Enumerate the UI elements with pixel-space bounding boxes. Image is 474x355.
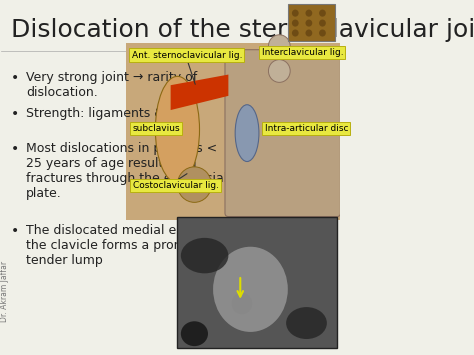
Text: •: •	[11, 224, 19, 237]
Text: •: •	[11, 71, 19, 85]
Circle shape	[305, 20, 312, 27]
Circle shape	[292, 20, 299, 27]
Ellipse shape	[181, 238, 228, 273]
FancyBboxPatch shape	[288, 4, 336, 41]
Text: Costoclavicular lig.: Costoclavicular lig.	[133, 181, 219, 190]
Circle shape	[292, 29, 299, 37]
Text: Intra-articular disc: Intra-articular disc	[265, 124, 348, 133]
Ellipse shape	[213, 247, 288, 332]
Text: Very strong joint → rarity of
dislocation.: Very strong joint → rarity of dislocatio…	[26, 71, 198, 99]
Ellipse shape	[181, 321, 208, 346]
Text: Dr. Akram Jaffar: Dr. Akram Jaffar	[0, 261, 9, 322]
Text: Most dislocations in persons <
25 years of age result from
fractures through the: Most dislocations in persons < 25 years …	[26, 142, 228, 200]
Ellipse shape	[155, 76, 200, 183]
Circle shape	[319, 10, 326, 17]
Text: •: •	[11, 142, 19, 156]
Circle shape	[268, 35, 290, 58]
Circle shape	[292, 10, 299, 17]
Text: •: •	[11, 106, 19, 120]
FancyBboxPatch shape	[127, 43, 340, 220]
Text: Ant. sternoclavicular lig.: Ant. sternoclavicular lig.	[132, 50, 242, 60]
Text: Interclavicular lig.: Interclavicular lig.	[262, 48, 343, 57]
FancyBboxPatch shape	[177, 217, 337, 348]
FancyBboxPatch shape	[225, 50, 340, 217]
Text: Strength: ligaments & disc: Strength: ligaments & disc	[26, 106, 193, 120]
Circle shape	[305, 10, 312, 17]
Ellipse shape	[177, 167, 211, 202]
Circle shape	[268, 60, 290, 82]
Text: Dislocation of the sternoclavicular joint: Dislocation of the sternoclavicular join…	[11, 18, 474, 42]
Circle shape	[319, 29, 326, 37]
Ellipse shape	[286, 307, 327, 339]
Circle shape	[305, 29, 312, 37]
Ellipse shape	[235, 105, 259, 162]
Text: subclavius: subclavius	[133, 124, 180, 133]
Text: The dislocated medial end of
the clavicle forms a prominent
tender lump: The dislocated medial end of the clavicl…	[26, 224, 218, 267]
Ellipse shape	[232, 293, 252, 314]
Circle shape	[319, 20, 326, 27]
Polygon shape	[171, 75, 228, 110]
